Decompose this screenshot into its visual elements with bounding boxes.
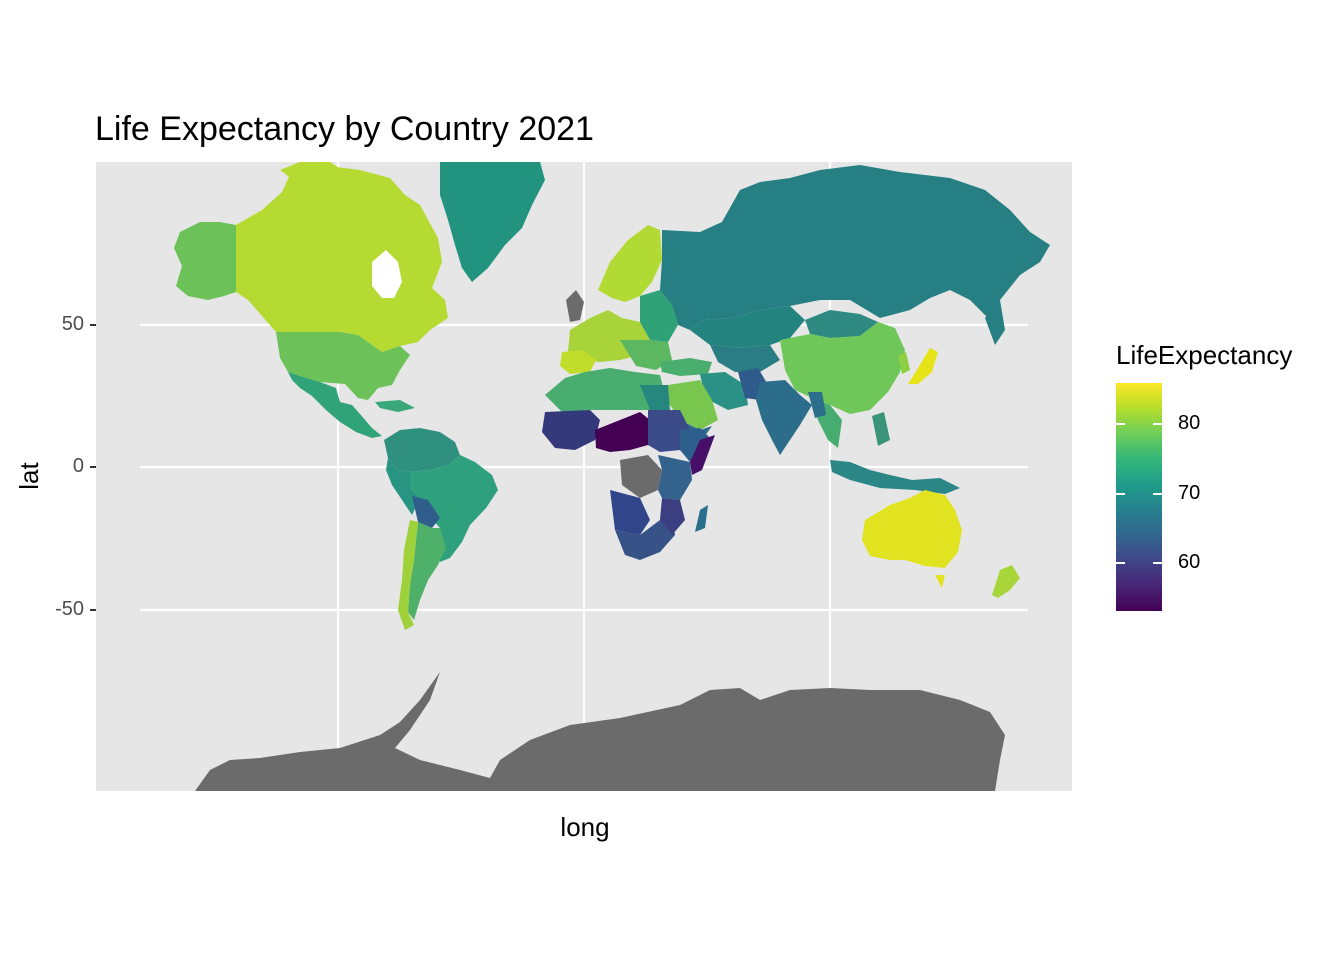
region-southern-africa [615, 515, 675, 560]
legend-tick-label: 70 [1178, 482, 1201, 504]
region-brazil [410, 455, 498, 562]
region-scandinavia [598, 225, 662, 302]
region-australia [862, 490, 962, 568]
region-korea [898, 352, 910, 374]
legend-tick-label: 60 [1178, 551, 1201, 573]
region-west-africa [542, 410, 600, 450]
region-mongolia [805, 310, 878, 338]
chart-title: Life Expectancy by Country 2021 [95, 110, 594, 148]
region-sudan [648, 410, 690, 452]
region-caribbean [375, 400, 415, 412]
legend-colorbar [1116, 383, 1162, 611]
legend-tick-marks [1116, 423, 1162, 564]
region-somalia [690, 435, 715, 475]
x-axis-label: long [560, 812, 610, 842]
legend-tick-label: 80 [1178, 412, 1201, 434]
region-peru [386, 458, 420, 515]
region-madagascar [695, 505, 708, 532]
region-egypt [640, 385, 670, 410]
region-balkans [620, 340, 672, 370]
region-alaska [174, 222, 236, 300]
region-uk [566, 290, 584, 322]
region-indonesia [830, 460, 960, 494]
region-nz [992, 565, 1020, 598]
region-philippines [872, 412, 890, 446]
region-south-america-north [384, 428, 460, 472]
region-bolivia [412, 496, 440, 528]
region-mexico [288, 372, 382, 438]
region-japan [908, 348, 938, 384]
region-tasmania [935, 575, 945, 588]
region-east-europe [640, 290, 678, 342]
region-india [756, 380, 812, 455]
region-east-africa [658, 455, 692, 500]
region-greenland [440, 162, 545, 282]
region-antarctica [195, 672, 1005, 791]
region-canada [236, 165, 448, 352]
region-usa [276, 332, 410, 400]
region-chile [398, 520, 418, 630]
region-congo [620, 455, 662, 498]
map-regions [174, 162, 1050, 791]
legend-title: LifeExpectancy [1116, 340, 1293, 370]
region-chad-nigeria [595, 412, 650, 452]
region-argentina [408, 522, 446, 620]
region-angola [610, 490, 650, 535]
y-axis-label: lat [14, 462, 44, 490]
region-kazakhstan [690, 306, 805, 348]
y-tick-marks [90, 324, 96, 611]
y-tick-label: 50 [61, 313, 84, 335]
region-north-africa [545, 368, 665, 412]
region-russia [660, 165, 1050, 330]
region-china [780, 322, 905, 414]
y-tick-label: -50 [55, 598, 84, 620]
region-kamchatka [985, 300, 1005, 345]
region-turkey [660, 358, 712, 376]
y-tick-label: 0 [72, 455, 84, 477]
region-myanmar [808, 392, 826, 418]
region-mozambique [660, 498, 685, 535]
region-iberia [560, 350, 596, 374]
region-stans [710, 345, 780, 372]
hudson-bay [372, 250, 402, 298]
region-canada-islands [280, 162, 350, 185]
